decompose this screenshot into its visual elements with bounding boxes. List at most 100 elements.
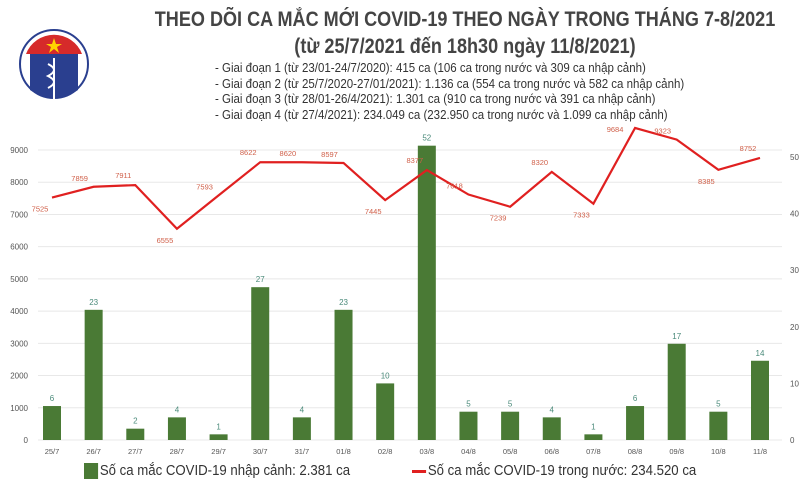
bar xyxy=(459,411,478,440)
bar xyxy=(626,406,645,440)
line-data-label: 7911 xyxy=(115,171,131,180)
right-axis-tick: 0 xyxy=(790,436,795,445)
legend-label: Số ca mắc COVID-19 trong nước: 234.520 c… xyxy=(427,462,697,479)
left-axis-tick: 4000 xyxy=(10,307,28,316)
x-axis-tick: 05/8 xyxy=(503,447,518,456)
left-axis-tick: 1000 xyxy=(10,404,28,413)
left-axis-tick: 2000 xyxy=(10,372,28,381)
line-data-label: 7859 xyxy=(71,174,88,183)
bar xyxy=(43,406,61,440)
bar-label: 23 xyxy=(339,298,348,307)
line-data-label: 6555 xyxy=(157,236,174,245)
x-axis-tick: 30/7 xyxy=(253,447,268,456)
bar-label: 4 xyxy=(175,405,180,414)
x-axis-tick: 01/8 xyxy=(336,447,351,456)
bar-label: 6 xyxy=(633,394,638,403)
bar-label: 23 xyxy=(89,298,98,307)
line-data-label: 8385 xyxy=(698,177,715,186)
left-axis-tick: 6000 xyxy=(10,243,28,252)
bar xyxy=(709,411,728,440)
stage-list: - Giai đoạn 1 (từ 23/01-24/7/2020): 415 … xyxy=(215,61,684,123)
x-axis-tick: 03/8 xyxy=(420,447,435,456)
line-data-label: 7333 xyxy=(573,211,590,220)
chart-title: THEO DÕI CA MẮC MỚI COVID-19 THEO NGÀY T… xyxy=(154,8,776,31)
line-data-label: 7525 xyxy=(32,205,49,214)
chart-subtitle: (từ 25/7/2021 đến 18h30 ngày 11/8/2021) xyxy=(294,35,636,58)
right-axis-tick: 10 xyxy=(790,379,799,388)
right-axis-tick: 40 xyxy=(790,210,799,219)
bar-label: 6 xyxy=(50,394,55,403)
line-data-label: 8622 xyxy=(240,148,257,157)
right-axis-tick: 50 xyxy=(790,153,799,162)
line-data-label: 7445 xyxy=(365,207,382,216)
legend-swatch-line xyxy=(412,469,427,473)
stage-item: - Giai đoạn 1 (từ 23/01-24/7/2020): 415 … xyxy=(215,61,646,75)
line-data-label: 9323 xyxy=(654,127,671,136)
line-data-label: 7239 xyxy=(490,214,507,223)
bar xyxy=(126,428,145,440)
x-axis-tick: 10/8 xyxy=(711,447,726,456)
bar-label: 27 xyxy=(256,275,265,284)
line-data-label: 8620 xyxy=(280,149,297,158)
bar-label: 5 xyxy=(508,400,513,409)
x-axis-tick: 28/7 xyxy=(170,447,185,456)
x-axis-tick: 06/8 xyxy=(544,447,559,456)
line-data-label: 8320 xyxy=(531,158,548,167)
combo-chart: 0100020003000400050006000700080009000010… xyxy=(10,125,799,456)
bar-label: 14 xyxy=(756,349,765,358)
stage-item: - Giai đoạn 4 (từ 27/4/2021): 234.049 ca… xyxy=(215,107,668,122)
legend-item-domestic: Số ca mắc COVID-19 trong nước: 234.520 c… xyxy=(412,462,696,480)
left-axis-tick: 0 xyxy=(24,436,29,445)
bar-label: 2 xyxy=(133,417,138,426)
legend: Số ca mắc COVID-19 nhập cảnh: 2.381 ca S… xyxy=(0,462,810,482)
bar xyxy=(209,434,228,440)
bar xyxy=(251,287,270,440)
bar-label: 10 xyxy=(381,371,390,380)
x-axis-tick: 02/8 xyxy=(378,447,393,456)
legend-label: Số ca mắc COVID-19 nhập cảnh: 2.381 ca xyxy=(99,462,351,479)
bar xyxy=(667,343,686,440)
x-axis-tick: 29/7 xyxy=(211,447,226,456)
bar-label: 52 xyxy=(422,134,431,143)
bar-label: 1 xyxy=(216,422,221,431)
right-axis-tick: 20 xyxy=(790,323,799,332)
right-axis-tick: 30 xyxy=(790,266,799,275)
bar xyxy=(334,309,353,440)
line-data-label: 8377 xyxy=(406,156,423,165)
bar xyxy=(167,417,186,440)
line-series xyxy=(51,126,761,231)
bar-label: 17 xyxy=(672,332,681,341)
left-axis-tick: 3000 xyxy=(10,339,28,348)
bar xyxy=(417,145,436,440)
x-axis-tick: 11/8 xyxy=(753,447,767,456)
bar xyxy=(292,417,311,440)
x-axis-tick: 09/8 xyxy=(669,447,684,456)
x-axis-tick: 31/7 xyxy=(295,447,310,456)
stage-item: - Giai đoạn 2 (từ 25/7/2020-27/01/2021):… xyxy=(215,76,685,91)
bar-label: 1 xyxy=(591,422,596,431)
line-data-label: 7593 xyxy=(196,182,213,191)
left-axis-tick: 8000 xyxy=(10,178,28,187)
ministry-of-health-logo xyxy=(19,29,89,100)
legend-item-imported: Số ca mắc COVID-19 nhập cảnh: 2.381 ca xyxy=(84,462,350,480)
line-data-label: 9684 xyxy=(607,125,624,134)
bar xyxy=(751,360,769,440)
line-data-label: 7618 xyxy=(446,182,463,191)
x-axis-tick: 04/8 xyxy=(461,447,476,456)
left-axis-tick: 9000 xyxy=(10,146,28,155)
line-data-label: 8597 xyxy=(321,150,338,159)
bar xyxy=(84,309,103,440)
legend-swatch-bar xyxy=(84,463,99,479)
bar-label: 5 xyxy=(716,400,721,409)
bar-label: 4 xyxy=(300,405,305,414)
x-axis-tick: 27/7 xyxy=(128,447,143,456)
bar xyxy=(542,417,561,440)
left-axis-tick: 5000 xyxy=(10,275,28,284)
left-axis-tick: 7000 xyxy=(10,210,28,219)
line-data-label: 8752 xyxy=(740,144,757,153)
bar-label: 4 xyxy=(550,405,555,414)
x-axis-tick: 07/8 xyxy=(586,447,601,456)
bar xyxy=(501,411,520,440)
x-axis-tick: 08/8 xyxy=(628,447,643,456)
